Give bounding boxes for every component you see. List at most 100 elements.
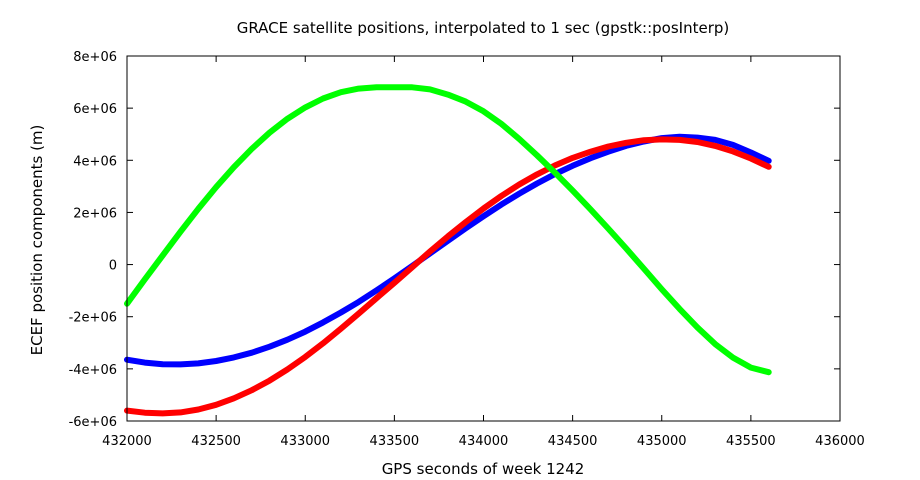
data-point [731,149,735,153]
data-point [749,157,753,160]
data-point [749,366,753,370]
data-point [428,87,432,91]
data-point [321,341,325,345]
data-point [196,361,200,365]
data-point [214,185,218,189]
data-point [339,327,343,331]
data-point [321,97,325,100]
data-point [179,362,182,366]
data-point [303,355,307,359]
data-point [606,227,610,231]
data-point [250,147,254,151]
data-point [268,379,272,383]
data-point [695,140,699,144]
data-point [392,281,396,285]
data-point [357,87,361,91]
y-axis-label: ECEF position components (m) [28,125,46,356]
x-tick-label: 434500 [548,434,598,449]
data-point [749,151,753,154]
data-point [196,408,200,411]
data-point [482,207,485,210]
x-tick-label: 433000 [280,434,330,449]
data-point [624,141,628,145]
data-point [232,355,236,359]
data-point [196,207,200,211]
data-point [713,342,717,346]
data-point [642,138,646,142]
data-point [606,145,610,148]
data-point [357,312,361,316]
y-tick-label: 0 [109,259,117,274]
y-tick-label: -6e+06 [69,415,117,430]
data-point [517,137,521,141]
data-point [285,338,289,342]
data-point [517,183,521,186]
data-point [731,143,735,147]
data-point [642,267,646,271]
data-point [553,164,557,167]
data-point [624,246,628,250]
data-point [571,164,575,168]
data-point [161,411,165,415]
data-point [143,411,147,415]
plot-frame [126,55,841,422]
data-point [535,153,539,157]
chart-title: GRACE satellite positions, interpolated … [237,19,730,37]
x-tick-label: 436000 [815,434,865,449]
x-tick-label: 434000 [459,434,509,449]
data-point [375,288,378,292]
data-point [589,156,592,160]
data-point [499,203,503,207]
data-point [517,192,521,196]
data-point [606,150,610,154]
data-point [713,144,717,148]
y-tick-label: 6e+06 [73,102,117,117]
data-point [695,325,699,329]
data-point [179,410,182,414]
y-tick-label: -4e+06 [69,363,117,378]
data-point [285,367,289,371]
data-point [464,100,468,104]
data-point [482,109,485,113]
data-point [250,351,254,355]
data-point [482,214,485,218]
data-point [571,189,575,192]
y-tick-label: 2e+06 [73,206,117,221]
x-tick-label: 432500 [191,434,241,449]
x-tick-label: 435500 [726,434,776,449]
data-point [321,320,325,324]
x-tick-label: 435000 [637,434,687,449]
y-tick-label: -2e+06 [69,311,117,326]
data-point [731,356,735,360]
data-point [214,403,218,407]
data-point [553,171,557,174]
data-point [268,345,272,349]
data-point [767,165,771,169]
data-point [179,230,182,234]
data-point [285,117,289,121]
x-axis-label: GPS seconds of week 1242 [382,460,585,478]
data-point [410,85,414,89]
x-tick-label: 433500 [370,434,420,449]
data-point [268,131,272,135]
data-point [535,182,539,185]
data-point [143,277,147,281]
data-point [571,156,575,160]
data-point [589,207,592,211]
data-point [339,90,343,94]
data-point [375,85,378,89]
data-point [161,253,165,257]
data-point [678,138,682,142]
data-point [660,287,664,291]
data-point [392,85,396,89]
data-point [464,220,468,224]
data-point [767,159,771,163]
data-point [428,250,432,253]
data-point [161,362,165,366]
data-point [446,93,450,97]
x-tick-label: 432000 [102,434,152,449]
axis-ticks: 432000 432500 433000 433500 434000 434500 4350… [69,50,865,449]
data-point [499,194,503,198]
data-point [214,359,218,363]
